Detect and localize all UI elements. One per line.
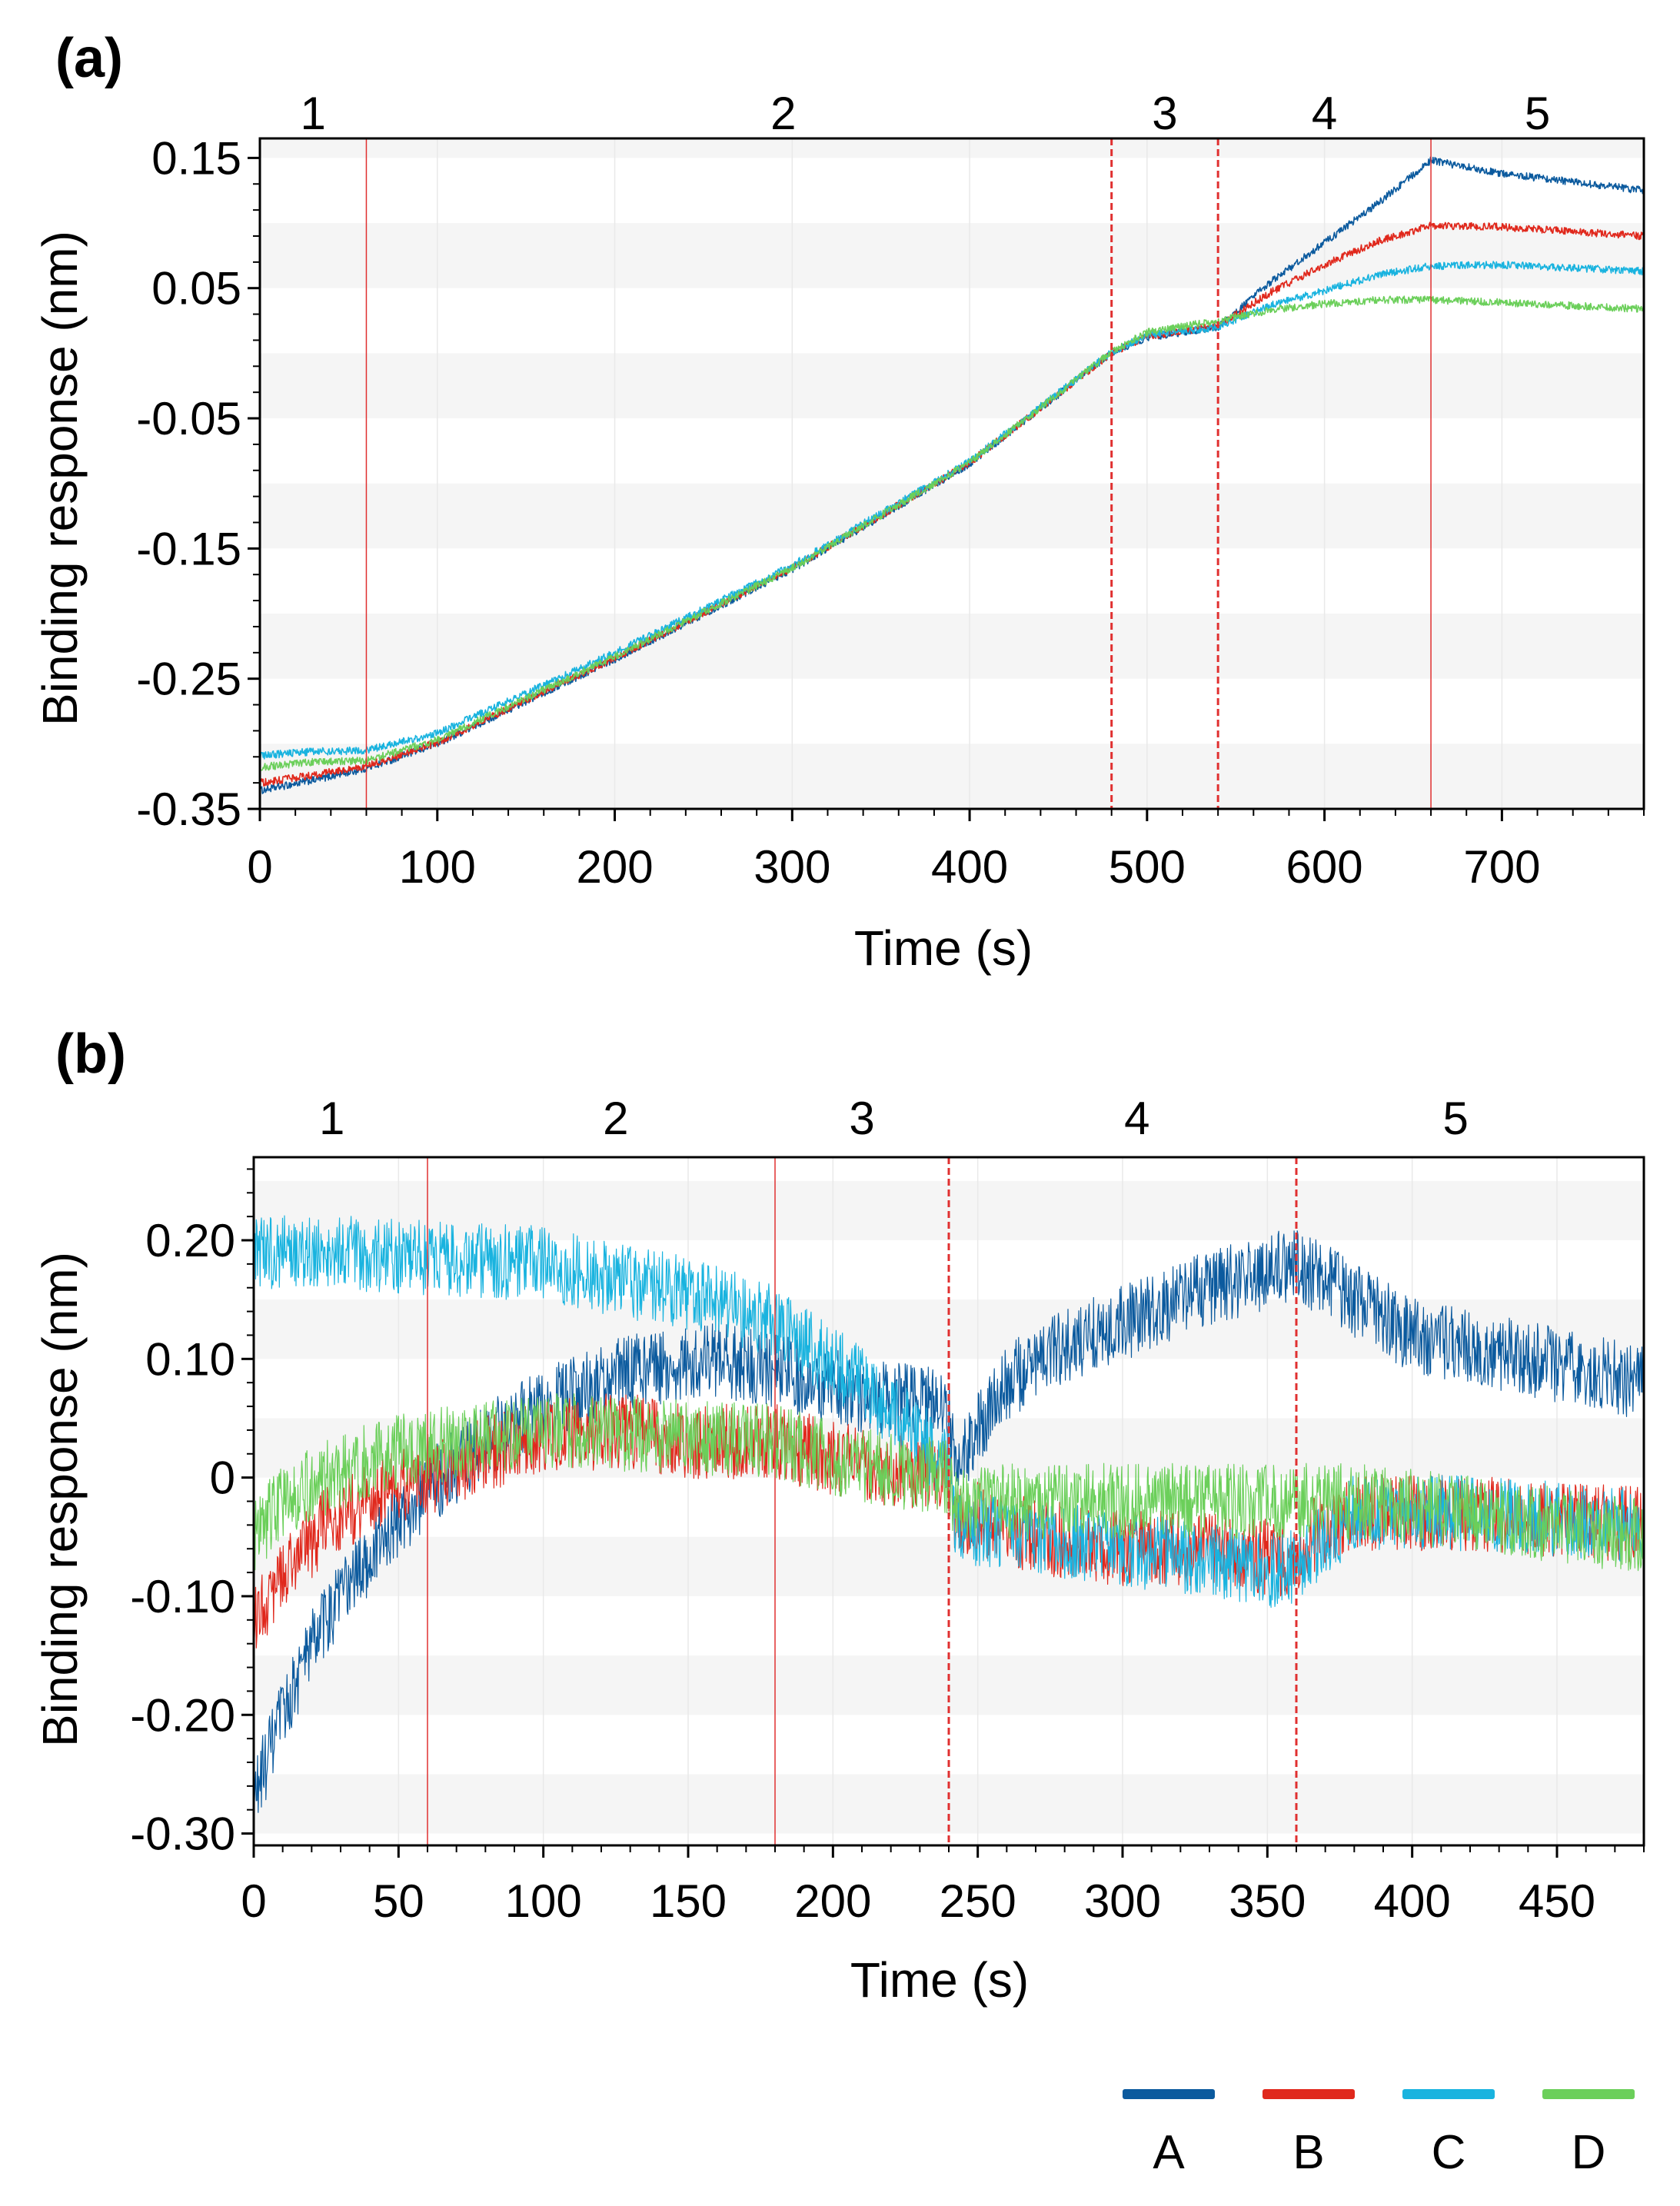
phase-label: 5 bbox=[1525, 88, 1550, 139]
panel-b-axis-ticks: 0 50 100 150 200 250 300 350 400 450 -0.30 -0.20 -0.… bbox=[130, 1168, 1645, 1927]
phase-label: 4 bbox=[1312, 88, 1337, 139]
legend-swatch-d bbox=[1542, 2089, 1635, 2099]
panel-a-phase-boundaries bbox=[365, 138, 1432, 809]
y-tick-label: -0.10 bbox=[130, 1571, 235, 1622]
phase-label: 3 bbox=[1152, 88, 1177, 139]
x-tick-label: 150 bbox=[650, 1875, 727, 1927]
y-tick-label: -0.30 bbox=[130, 1808, 235, 1860]
y-tick-label: -0.35 bbox=[136, 784, 241, 835]
x-tick-label: 300 bbox=[1084, 1875, 1161, 1927]
phase-label: 2 bbox=[770, 88, 796, 139]
background-band bbox=[260, 353, 1644, 419]
panel-a-x-axis-title: Time (s) bbox=[854, 920, 1033, 976]
panel-a-series bbox=[259, 156, 1645, 794]
phase-label: 3 bbox=[849, 1093, 874, 1144]
x-tick-label: 50 bbox=[373, 1875, 424, 1927]
background-band bbox=[260, 138, 1644, 158]
x-tick-label: 0 bbox=[241, 1875, 266, 1927]
phase-label: 5 bbox=[1442, 1093, 1468, 1144]
legend-swatch-b bbox=[1262, 2089, 1355, 2099]
x-tick-label: 100 bbox=[399, 841, 476, 893]
panel-a-label: (a) bbox=[55, 28, 123, 89]
panel-b-phase-labels: 1 2 3 4 5 bbox=[319, 1093, 1469, 1144]
y-tick-label: 0.20 bbox=[145, 1215, 235, 1266]
x-tick-label: 300 bbox=[754, 841, 830, 893]
panel-b-y-axis-title: Binding response (nm) bbox=[32, 1252, 88, 1747]
y-tick-label: -0.15 bbox=[136, 523, 241, 574]
legend-swatch-c bbox=[1402, 2089, 1495, 2099]
panel-a-bands bbox=[260, 138, 1644, 809]
panel-a-axis-ticks: 0 100 200 300 400 500 600 700 -0.35 -0.25 -0.15 -0.… bbox=[136, 132, 1645, 893]
y-tick-label: 0.10 bbox=[145, 1333, 235, 1385]
y-tick-label: 0 bbox=[210, 1452, 235, 1504]
x-tick-label: 450 bbox=[1519, 1875, 1595, 1927]
x-tick-label: 400 bbox=[1374, 1875, 1451, 1927]
panel-b-x-axis-title: Time (s) bbox=[850, 1952, 1029, 2008]
background-band bbox=[260, 744, 1644, 809]
phase-label: 1 bbox=[319, 1093, 344, 1144]
y-tick-label: -0.25 bbox=[136, 654, 241, 705]
x-tick-label: 350 bbox=[1229, 1875, 1306, 1927]
legend-label-d: D bbox=[1572, 2126, 1606, 2179]
background-band bbox=[260, 483, 1644, 549]
phase-label: 2 bbox=[603, 1093, 628, 1144]
x-tick-label: 250 bbox=[940, 1875, 1016, 1927]
phase-label: 1 bbox=[301, 88, 326, 139]
y-tick-label: 0.15 bbox=[151, 132, 241, 184]
series-d-line bbox=[259, 295, 1645, 771]
x-tick-label: 200 bbox=[576, 841, 653, 893]
y-tick-label: -0.05 bbox=[136, 393, 241, 444]
y-tick-label: 0.05 bbox=[151, 263, 241, 314]
x-tick-label: 600 bbox=[1286, 841, 1363, 893]
legend-label-a: A bbox=[1153, 2126, 1185, 2179]
panel-a-plot-frame bbox=[258, 137, 1645, 810]
panel-a-gridlines bbox=[437, 138, 1503, 809]
panel-a: (a) 0 100 200 300 400 500 600 700 -0.35 -0.25 -0.1… bbox=[32, 28, 1645, 976]
phase-label: 4 bbox=[1124, 1093, 1149, 1144]
panel-b-phase-boundaries bbox=[427, 1157, 1298, 1845]
background-band bbox=[260, 614, 1644, 679]
x-tick-label: 200 bbox=[794, 1875, 871, 1927]
x-tick-label: 500 bbox=[1109, 841, 1186, 893]
panel-a-phase-labels: 1 2 3 4 5 bbox=[301, 88, 1551, 139]
panel-b-label: (b) bbox=[55, 1023, 126, 1085]
x-tick-label: 100 bbox=[505, 1875, 582, 1927]
legend-label-c: C bbox=[1432, 2126, 1466, 2179]
panel-a-y-axis-title: Binding response (nm) bbox=[32, 231, 88, 726]
background-band bbox=[260, 223, 1644, 288]
legend-swatch-a bbox=[1123, 2089, 1215, 2099]
y-tick-label: -0.20 bbox=[130, 1689, 235, 1741]
x-tick-label: 0 bbox=[247, 841, 272, 893]
x-tick-label: 700 bbox=[1463, 841, 1540, 893]
panel-b: (b) 0 50 100 150 200 250 300 350 400 450-0.30-0.2… bbox=[32, 1023, 1645, 2008]
legend: A B C D bbox=[1123, 2089, 1635, 2179]
legend-label-b: B bbox=[1292, 2126, 1324, 2179]
x-tick-label: 400 bbox=[931, 841, 1008, 893]
